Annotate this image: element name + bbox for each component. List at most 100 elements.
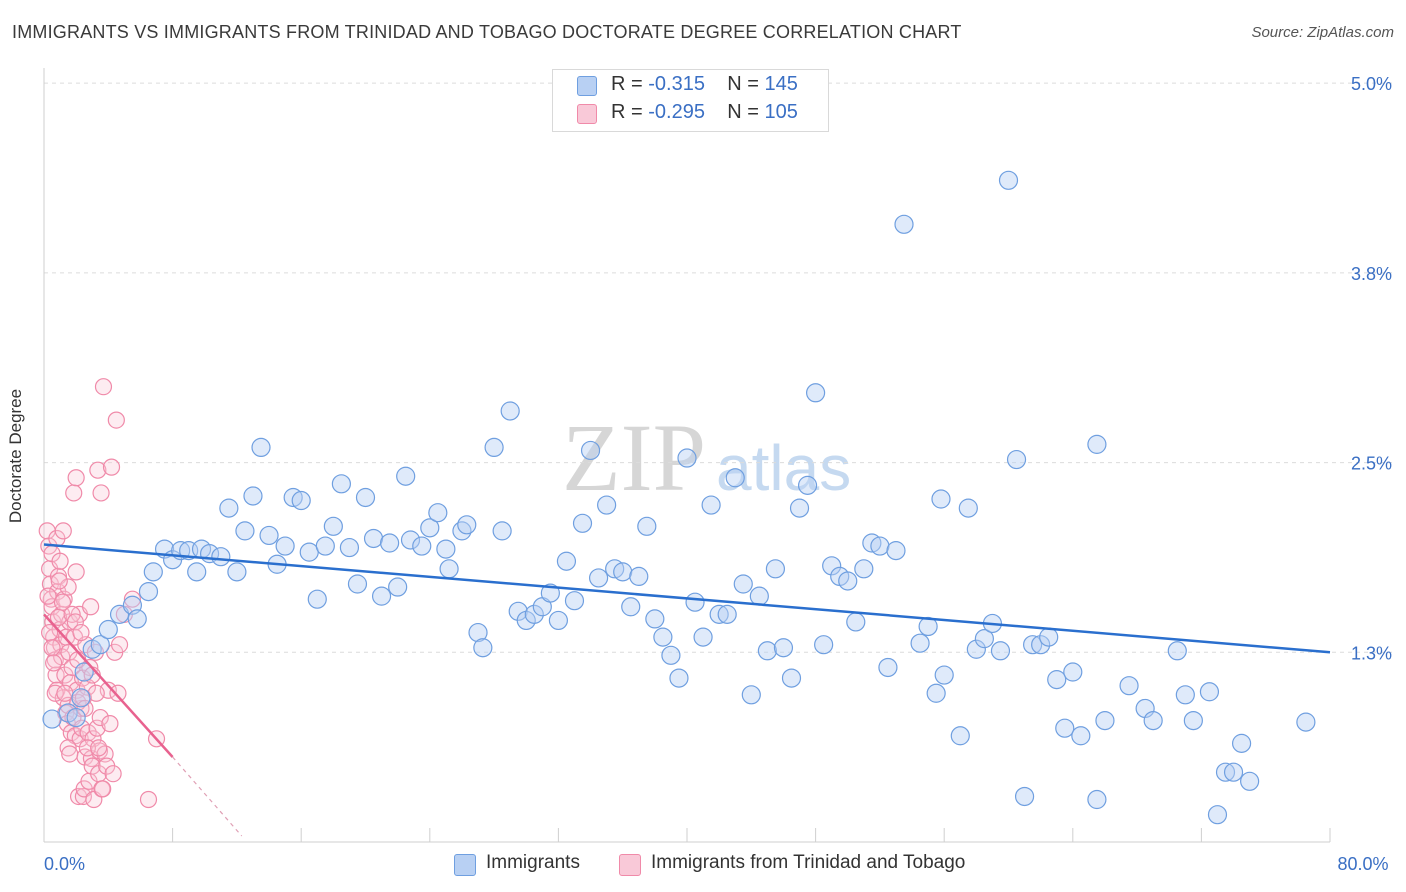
immigrants-point [621, 597, 641, 617]
immigrants-point [931, 489, 951, 509]
immigrants-point [966, 639, 986, 659]
immigrants-point [822, 556, 842, 576]
immigrants-point [990, 641, 1011, 661]
stats-r-label: R = [611, 101, 649, 123]
immigrants-point [500, 401, 520, 421]
trinidad-points [38, 378, 166, 809]
immigrants-point [323, 516, 343, 536]
stats-n-value-trinidad: 105 [764, 101, 798, 123]
immigrants-point [717, 604, 737, 624]
immigrants-point [259, 525, 279, 546]
stats-r-label: R = [611, 73, 649, 95]
immigrants-point [886, 541, 906, 561]
legend: Immigrants Immigrants from Trinidad and … [0, 852, 1406, 878]
y-tick-label: 1.3% [1351, 643, 1392, 663]
immigrants-point [974, 629, 994, 649]
tick-labels: 1.3% 2.5% 3.8% 5.0% 0.0% 80.0% [44, 74, 1392, 874]
immigrants-point [468, 622, 488, 643]
immigrants-point [1296, 712, 1316, 732]
trinidad-point [66, 613, 84, 631]
trinidad-point [123, 590, 142, 608]
immigrants-point [749, 586, 769, 606]
immigrants-point [1006, 449, 1027, 470]
watermark: ZIP atlas [562, 404, 851, 511]
legend-swatch-trinidad [619, 854, 641, 876]
immigrants-point [588, 568, 609, 588]
immigrants-point [1055, 718, 1075, 738]
trinidad-point [53, 593, 72, 611]
trinidad-point [67, 563, 85, 581]
stats-swatch-trinidad [577, 104, 597, 124]
trinidad-point [65, 484, 83, 502]
trinidad-point [94, 780, 112, 798]
immigrants-point [71, 688, 91, 708]
immigrants-point [733, 574, 753, 594]
immigrants-point [572, 513, 593, 533]
immigrants-point [757, 641, 777, 661]
trinidad-point [109, 684, 127, 702]
immigrants-point [243, 486, 263, 506]
immigrants-point [1207, 805, 1228, 825]
immigrants-points [42, 170, 1316, 825]
immigrants-point [685, 592, 705, 612]
immigrants-point [597, 495, 617, 515]
trend-lines [43, 543, 1331, 837]
immigrants-point [564, 591, 585, 611]
immigrants-point [400, 530, 421, 550]
stats-n-value-immigrants: 145 [764, 73, 798, 95]
immigrants-point [371, 586, 392, 606]
immigrants-point [1071, 726, 1091, 746]
immigrants-point [1119, 676, 1139, 696]
trinidad-point [46, 684, 64, 702]
immigrants-point [878, 657, 898, 678]
chart-title: IMMIGRANTS VS IMMIGRANTS FROM TRINIDAD A… [12, 22, 962, 42]
immigrants-point [484, 437, 504, 458]
immigrants-point [299, 542, 319, 562]
immigrants-point [439, 559, 459, 579]
immigrants-point [227, 562, 247, 582]
trinidad-point [102, 458, 121, 476]
immigrants-point [1087, 789, 1107, 810]
trinidad-point [59, 578, 77, 596]
immigrants-point [958, 498, 978, 518]
trinidad-point [110, 636, 129, 654]
immigrants-point [1039, 627, 1059, 647]
immigrants-point [894, 214, 914, 234]
trinidad-point [82, 598, 100, 616]
immigrants-point [789, 498, 810, 518]
immigrants-point [950, 726, 970, 746]
immigrants-point [291, 490, 311, 511]
trinidad-point [94, 378, 113, 396]
immigrants-point [524, 604, 544, 624]
immigrants-point [436, 539, 456, 559]
immigrants-point [1231, 733, 1252, 753]
trinidad-point [91, 708, 109, 727]
immigrants-point [143, 562, 163, 582]
immigrants-point [814, 635, 834, 655]
immigrants-point [910, 633, 930, 653]
immigrants-point [492, 521, 512, 541]
immigrants-point [773, 638, 794, 658]
immigrants-point [741, 685, 761, 705]
immigrants-point [677, 448, 697, 468]
immigrants-point [1167, 641, 1187, 661]
immigrants-point [637, 516, 657, 536]
trinidad-point [72, 623, 90, 642]
immigrants-point [1223, 762, 1244, 782]
trinidad-point [107, 411, 125, 429]
immigrants-point [473, 638, 493, 658]
immigrants-point [653, 627, 673, 647]
immigrants-point [428, 503, 448, 523]
immigrants-point [709, 604, 729, 624]
immigrants-point [74, 662, 94, 682]
immigrants-point [396, 466, 416, 486]
trinidad-point [74, 689, 92, 707]
stats-box: R = -0.315 N = 145 R = -0.295 N = 105 [552, 69, 829, 132]
legend-label-immigrants: Immigrants [486, 852, 580, 873]
x-tick-label: 80.0% [1337, 854, 1388, 874]
trinidad-point [104, 765, 122, 783]
immigrants-point [1063, 662, 1083, 682]
x-tick-label: 0.0% [44, 854, 85, 874]
immigrants-point [998, 170, 1019, 190]
watermark-atlas: atlas [716, 432, 851, 504]
